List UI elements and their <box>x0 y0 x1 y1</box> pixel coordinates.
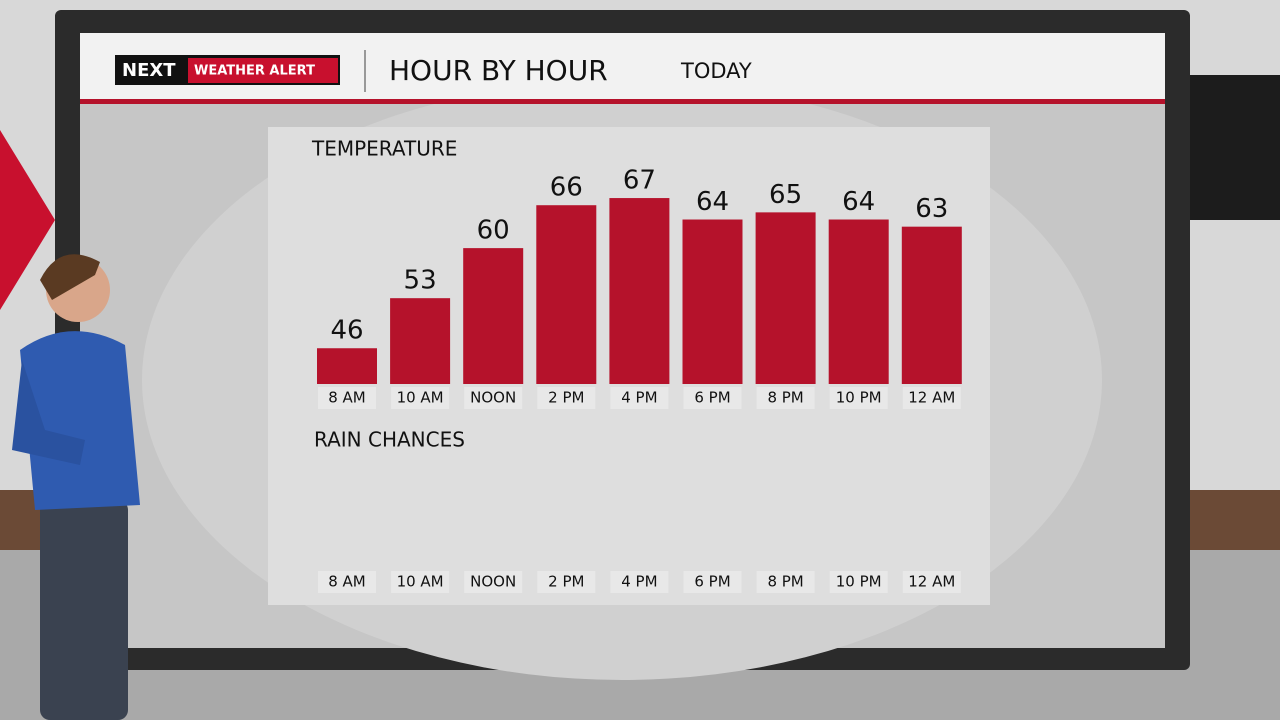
x-tick-box <box>610 571 669 593</box>
x-tick-box <box>683 387 742 409</box>
bar <box>901 226 962 384</box>
studio-decor <box>1185 75 1280 220</box>
bar <box>390 298 451 384</box>
x-tick-box <box>756 571 815 593</box>
value-label: 67 <box>623 166 656 196</box>
x-tick-box <box>756 387 815 409</box>
x-tick-label: 10 PM <box>836 389 882 407</box>
x-tick-label: 8 PM <box>767 389 803 407</box>
logo-alert-box <box>188 58 338 83</box>
logo-alert: WEATHER ALERT <box>194 64 315 79</box>
x-tick-label: 12 AM <box>908 573 955 591</box>
x-tick-box <box>902 387 961 409</box>
x-tick-label: 6 PM <box>694 573 730 591</box>
x-tick-box <box>464 571 523 593</box>
bar <box>536 205 597 384</box>
x-tick-box <box>902 571 961 593</box>
value-label: 46 <box>330 316 363 346</box>
x-tick-box <box>318 387 376 409</box>
x-tick-label: 4 PM <box>621 573 657 591</box>
x-tick-box <box>537 387 596 409</box>
x-tick-box <box>391 571 450 593</box>
x-tick-label: 8 AM <box>328 389 366 407</box>
presenter-legs <box>40 500 128 720</box>
x-tick-label: 8 PM <box>767 573 803 591</box>
studio-decor <box>0 130 55 310</box>
value-label: 64 <box>842 187 875 217</box>
value-label: 65 <box>769 180 802 210</box>
x-tick-box <box>829 571 888 593</box>
bars: 8 AM 10 AM NOON 2 PM 4 PM 6 PM 8 PM 10 PM 12 AM 4… <box>317 166 962 593</box>
x-tick-box <box>537 571 596 593</box>
x-tick-box <box>391 387 450 409</box>
x-tick-label: 10 AM <box>397 573 444 591</box>
x-tick-label: 12 AM <box>908 389 955 407</box>
x-tick-box <box>683 571 742 593</box>
x-tick-box <box>829 387 888 409</box>
bar <box>828 219 889 384</box>
bar <box>682 219 743 384</box>
bar <box>317 348 377 384</box>
presenter-body <box>20 331 140 510</box>
bar <box>755 212 816 384</box>
x-tick-label: NOON <box>470 389 516 407</box>
subtitle: TODAY <box>680 59 752 83</box>
x-tick-box <box>610 387 669 409</box>
x-tick-label: 2 PM <box>548 573 584 591</box>
value-label: 66 <box>550 173 583 203</box>
chart-title: RAIN CHANCES <box>314 428 465 452</box>
presenter-hair <box>40 254 100 300</box>
x-tick-box <box>464 387 523 409</box>
x-tick-label: NOON <box>470 573 516 591</box>
x-tick-label: 8 AM <box>328 573 366 591</box>
x-tick-label: 2 PM <box>548 389 584 407</box>
x-tick-label: 10 PM <box>836 573 882 591</box>
x-tick-label: 6 PM <box>694 389 730 407</box>
value-label: 53 <box>404 266 437 296</box>
x-tick-label: 10 AM <box>397 389 444 407</box>
value-label: 64 <box>696 187 729 217</box>
chart-title: TEMPERATURE <box>311 137 457 161</box>
bar <box>463 248 524 384</box>
logo-brand: NEXT <box>122 60 176 81</box>
value-label: 63 <box>915 194 948 224</box>
presenter-arm <box>12 360 85 465</box>
bar <box>609 198 670 384</box>
title: HOUR BY HOUR <box>389 54 608 87</box>
presenter <box>12 254 140 720</box>
header-rule <box>80 99 1165 104</box>
value-label: 60 <box>477 216 510 246</box>
x-tick-box <box>318 571 376 593</box>
x-tick-label: 4 PM <box>621 389 657 407</box>
